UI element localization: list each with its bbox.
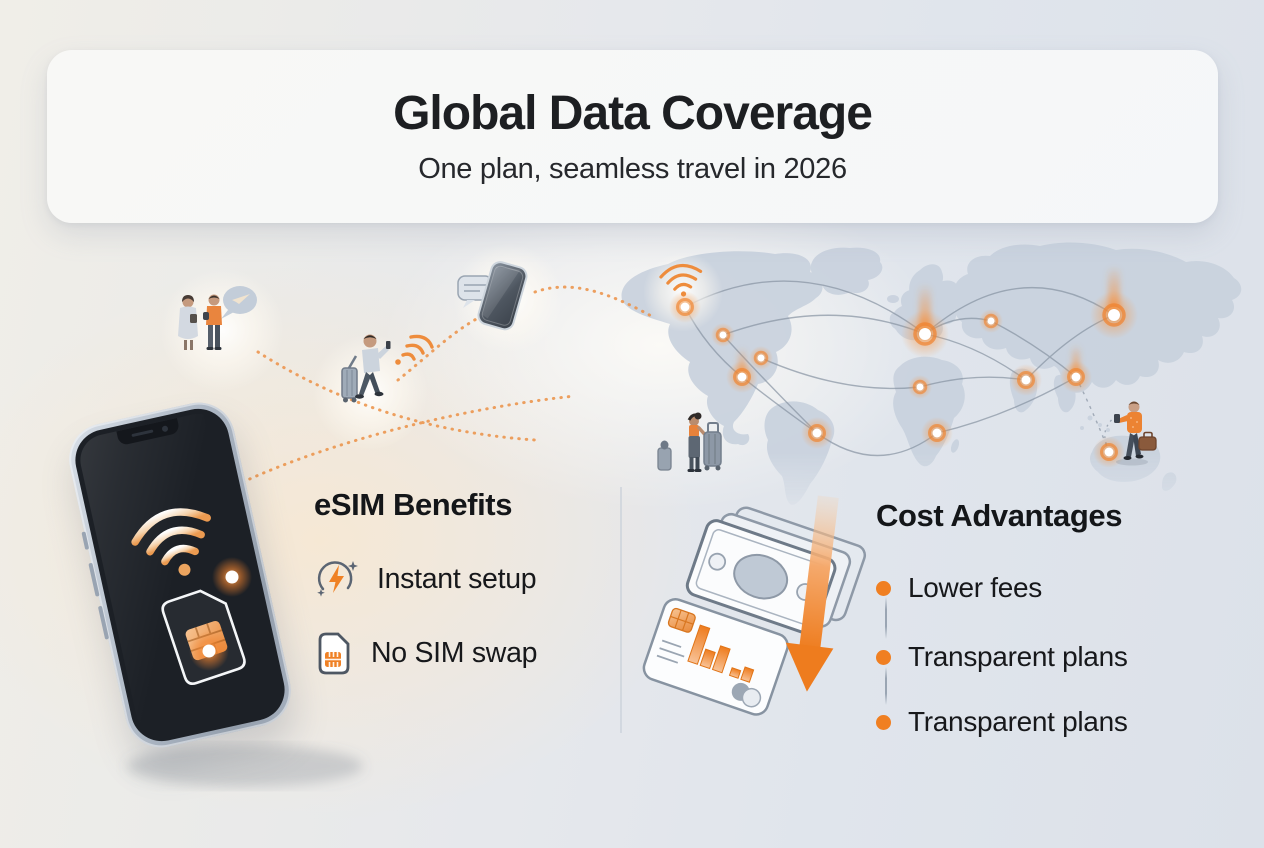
bullet-dot-icon (876, 649, 891, 665)
benefits-heading: eSIM Benefits (314, 487, 513, 522)
page-title: Global Data Coverage (393, 87, 873, 140)
bullet-connector-line (884, 597, 887, 639)
down-arrow-icon (785, 495, 839, 692)
sim-card-icon (318, 632, 350, 675)
instant-setup-spark-icon (317, 561, 358, 597)
page-subtitle: One plan, seamless travel in 2026 (418, 153, 847, 185)
advantage-label: Lower fees (908, 572, 1042, 603)
bullet-connector-line (884, 667, 887, 705)
benefit-item-instant-setup: Instant setup (314, 556, 537, 602)
messaging-phone-vignette (457, 261, 528, 331)
advantage-item: Transparent plans (876, 706, 1128, 738)
advantage-label: Transparent plans (908, 641, 1128, 672)
walking-traveler-vignette (341, 334, 434, 403)
benefit-item-no-sim-swap: No SIM swap (314, 630, 537, 676)
network-nodes (669, 291, 1138, 468)
money-savings-illustration (642, 495, 867, 716)
travel-couple-vignette (178, 286, 257, 350)
wifi-signal-icon (395, 334, 434, 365)
benefit-label: Instant setup (377, 562, 537, 595)
traveler-man-vignette (1114, 401, 1157, 466)
bullet-dot-icon (876, 580, 891, 596)
phone-shadow (127, 745, 363, 787)
credit-card-icon (642, 598, 789, 716)
briefcase-icon (1138, 436, 1157, 451)
wifi-signal-icon (131, 508, 211, 576)
esim-benefits-section: eSIM Benefits Instant setup No SIM swap (314, 486, 614, 675)
journey-flow-lines (241, 285, 657, 484)
benefit-label: No SIM swap (371, 636, 538, 669)
bar-chart-icon (687, 624, 755, 683)
bullet-dot-icon (876, 714, 891, 730)
wifi-signal-icon (659, 263, 703, 297)
traveler-woman-vignette (657, 412, 722, 472)
header-card: Global Data Coverage One plan, seamless … (47, 50, 1218, 223)
advantage-item: Lower fees (876, 572, 1042, 604)
cost-advantages-section: Cost Advantages Lower fees Transparent p… (876, 497, 1206, 737)
advantages-heading: Cost Advantages (876, 498, 1123, 533)
advantage-item: Transparent plans (876, 641, 1128, 673)
advantage-label: Transparent plans (908, 706, 1128, 737)
paper-plane-icon (232, 294, 250, 304)
